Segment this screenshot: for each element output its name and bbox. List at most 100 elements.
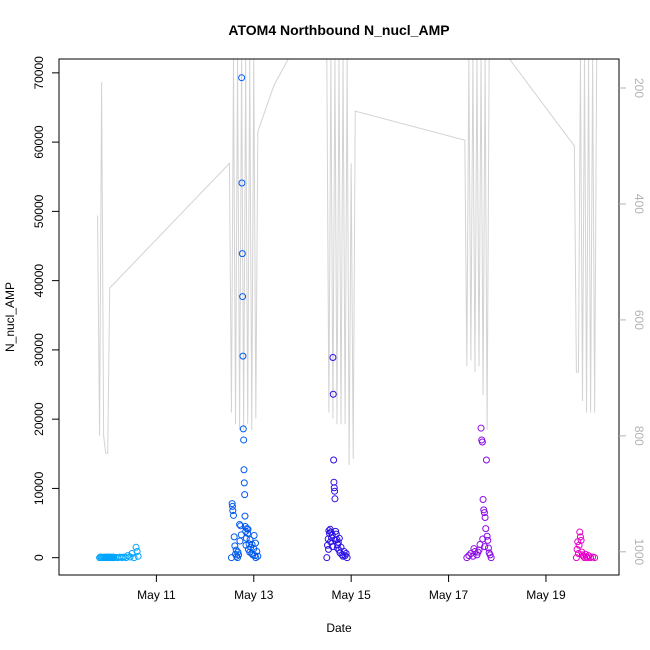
data-point-0-17: [109, 553, 117, 561]
data-point-0-26: [126, 553, 134, 561]
data-point-2-34: [333, 544, 341, 552]
data-point-0-24: [122, 554, 130, 562]
data-point-1-14: [238, 179, 246, 187]
data-point-3-17: [484, 536, 492, 544]
data-point-1-13: [238, 74, 246, 82]
data-point-1-42: [236, 537, 244, 545]
data-point-2-29: [343, 554, 351, 562]
y2-tick-label-4: 1000: [632, 538, 646, 565]
y2-tick-label-0: 200: [632, 78, 646, 98]
y-tick-label-7: 70000: [32, 56, 46, 90]
y-tick-label-5: 50000: [32, 194, 46, 228]
data-point-1-6: [231, 542, 239, 550]
x-tick-label-0: May 11: [137, 588, 176, 602]
chart-title: ATOM4 Northbound N_nucl_AMP: [228, 22, 449, 38]
y2-tick-label-1: 400: [632, 194, 646, 214]
data-point-3-1: [465, 552, 473, 560]
data-point-2-0: [323, 554, 331, 562]
y-axis-label: N_nucl_AMP: [3, 282, 17, 352]
data-point-1-2: [228, 502, 236, 510]
data-point-3-18: [484, 544, 492, 552]
data-point-3-22: [470, 545, 478, 553]
data-point-4-0: [572, 554, 580, 562]
data-point-1-41: [234, 548, 242, 556]
data-point-1-47: [248, 541, 256, 549]
data-point-1-45: [244, 525, 252, 533]
data-point-2-11: [330, 456, 338, 464]
plot-content: [96, 59, 599, 562]
y2-tick-label-3: 800: [632, 426, 646, 446]
data-point-1-21: [240, 479, 248, 487]
data-point-2-14: [331, 487, 339, 495]
data-point-3-26: [481, 543, 489, 551]
x-axis-label: Date: [326, 621, 352, 635]
data-point-1-19: [240, 436, 248, 444]
data-point-0-31: [134, 552, 142, 560]
y-tick-label-2: 20000: [32, 402, 46, 436]
x-tick-label-4: May 19: [526, 588, 566, 602]
data-point-1-48: [250, 532, 258, 540]
data-point-2-3: [325, 527, 333, 535]
x-axis: May 11 May 13 May 15 May 17 May 19: [137, 575, 566, 602]
data-point-4-8: [578, 548, 586, 556]
data-point-3-13: [481, 514, 489, 522]
data-point-4-5: [576, 528, 584, 536]
plot-frame: [58, 58, 620, 576]
data-point-1-20: [240, 466, 248, 474]
data-point-1-15: [238, 250, 246, 258]
data-point-1-17: [239, 352, 247, 360]
data-point-2-32: [329, 543, 337, 551]
data-point-2-28: [342, 550, 350, 558]
series-line-5: [97, 59, 598, 465]
data-point-1-22: [241, 491, 249, 499]
y-tick-label-6: 60000: [32, 125, 46, 159]
y-tick-label-3: 30000: [32, 333, 46, 367]
data-point-3-15: [482, 456, 490, 464]
y2-axis: 200 400 600 800 1000: [619, 78, 646, 565]
y-tick-label-1: 10000: [32, 471, 46, 505]
data-point-1-39: [254, 552, 262, 560]
data-point-3-21: [487, 554, 495, 562]
data-point-1-4: [229, 511, 237, 519]
data-point-3-10: [479, 496, 487, 503]
data-point-0-28: [130, 554, 138, 562]
data-point-3-25: [479, 535, 487, 543]
data-point-4-10: [579, 552, 587, 560]
data-point-3-23: [474, 548, 482, 556]
data-point-2-10: [329, 390, 337, 398]
data-point-3-14: [482, 525, 490, 533]
y2-tick-label-2: 600: [632, 310, 646, 330]
y-tick-label-4: 40000: [32, 264, 46, 298]
data-point-1-3: [229, 507, 237, 515]
data-point-2-15: [331, 495, 339, 503]
data-point-3-11: [480, 506, 488, 514]
data-point-1-28: [244, 529, 252, 537]
data-point-1-27: [243, 525, 251, 533]
data-point-2-9: [329, 354, 337, 362]
data-point-1-23: [241, 512, 249, 520]
data-point-2-26: [340, 547, 348, 555]
data-point-1-12: [237, 522, 245, 530]
data-point-2-13: [330, 484, 338, 492]
x-tick-label-3: May 17: [429, 588, 469, 602]
data-point-1-16: [239, 293, 247, 301]
data-point-0-30: [133, 547, 141, 555]
data-point-3-12: [480, 509, 488, 517]
data-point-1-43: [237, 531, 245, 539]
y-axis: 0 10000 20000 30000 40000 50000 60000 70000: [32, 56, 59, 561]
y-tick-label-0: 0: [32, 554, 46, 561]
data-point-2-16: [332, 527, 340, 535]
data-point-0-25: [124, 552, 132, 560]
data-point-1-1: [228, 500, 236, 508]
x-tick-label-1: May 13: [234, 588, 274, 602]
data-point-2-35: [335, 534, 343, 542]
x-tick-label-2: May 15: [331, 588, 371, 602]
data-point-1-5: [230, 533, 238, 541]
data-point-1-49: [251, 539, 259, 547]
data-point-1-18: [239, 425, 247, 433]
data-point-4-18: [591, 554, 599, 562]
data-point-4-15: [585, 552, 593, 560]
data-point-1-26: [242, 534, 250, 542]
data-point-4-7: [577, 536, 585, 544]
